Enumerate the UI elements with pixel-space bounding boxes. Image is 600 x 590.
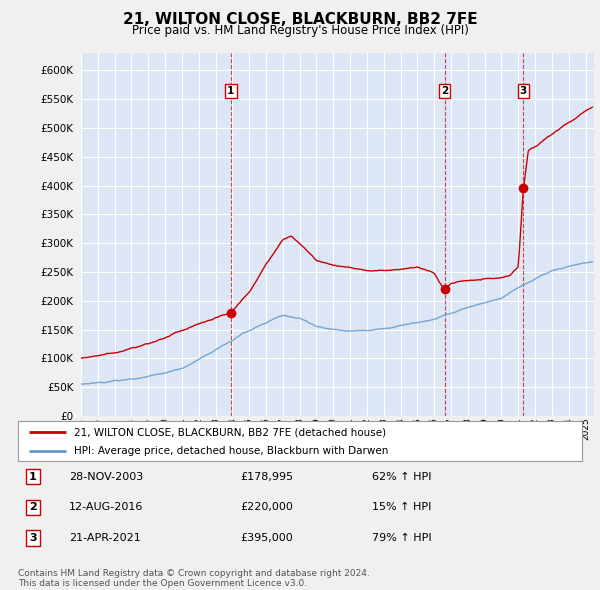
Text: 1: 1	[227, 86, 235, 96]
Text: Price paid vs. HM Land Registry's House Price Index (HPI): Price paid vs. HM Land Registry's House …	[131, 24, 469, 37]
Text: 21-APR-2021: 21-APR-2021	[69, 533, 141, 543]
Text: 79% ↑ HPI: 79% ↑ HPI	[372, 533, 431, 543]
Text: 1: 1	[29, 472, 37, 481]
Text: Contains HM Land Registry data © Crown copyright and database right 2024.
This d: Contains HM Land Registry data © Crown c…	[18, 569, 370, 588]
Text: 12-AUG-2016: 12-AUG-2016	[69, 503, 143, 512]
Text: 21, WILTON CLOSE, BLACKBURN, BB2 7FE: 21, WILTON CLOSE, BLACKBURN, BB2 7FE	[122, 12, 478, 27]
Text: 3: 3	[29, 533, 37, 543]
Text: 15% ↑ HPI: 15% ↑ HPI	[372, 503, 431, 512]
Text: 2: 2	[29, 503, 37, 512]
Text: £220,000: £220,000	[240, 503, 293, 512]
Text: £395,000: £395,000	[240, 533, 293, 543]
Text: 28-NOV-2003: 28-NOV-2003	[69, 472, 143, 481]
Text: 21, WILTON CLOSE, BLACKBURN, BB2 7FE (detached house): 21, WILTON CLOSE, BLACKBURN, BB2 7FE (de…	[74, 428, 386, 438]
Text: 62% ↑ HPI: 62% ↑ HPI	[372, 472, 431, 481]
Text: HPI: Average price, detached house, Blackburn with Darwen: HPI: Average price, detached house, Blac…	[74, 447, 389, 456]
Text: 2: 2	[441, 86, 448, 96]
Text: 3: 3	[520, 86, 527, 96]
Text: £178,995: £178,995	[240, 472, 293, 481]
